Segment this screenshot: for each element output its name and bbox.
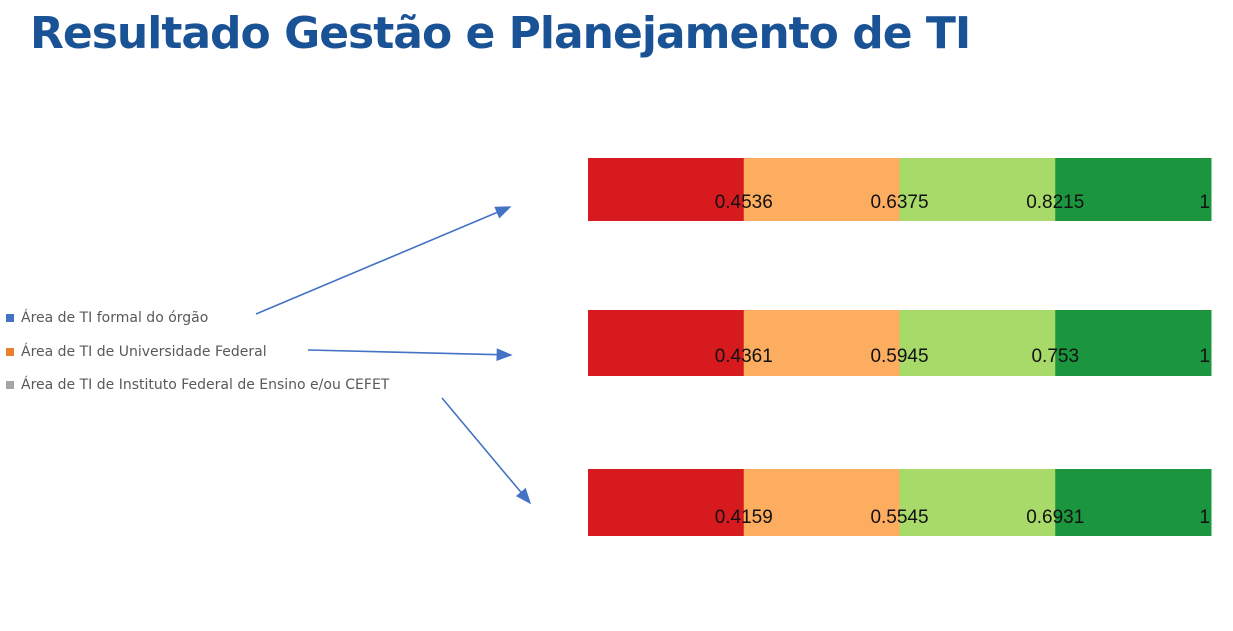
bar-3-threshold-label: 1	[1199, 507, 1210, 528]
bar-1-threshold-label: 0.6375	[870, 192, 928, 213]
bar-2-segment-4	[1055, 310, 1212, 376]
legend-label: Área de TI de Universidade Federal	[21, 344, 267, 360]
bar-1-threshold-label: 0.8215	[1026, 192, 1084, 213]
arrow-orgao	[255, 206, 512, 315]
bar-3-threshold-label: 0.6931	[1026, 507, 1084, 528]
legend-label: Área de TI formal do órgão	[21, 310, 209, 326]
bar-2-threshold-label: 0.4361	[715, 346, 773, 367]
bar-2-threshold-label: 0.5945	[870, 346, 928, 367]
arrow-universidade	[307, 348, 513, 362]
bar-2-segment-1	[588, 310, 745, 376]
bar-3-segment-3	[899, 469, 1056, 536]
legend-item-orgao: Área de TI formal do órgão	[6, 310, 208, 326]
bar-3-segment-1	[588, 469, 745, 536]
page-title: Resultado Gestão e Planejamento de TI	[30, 8, 971, 59]
legend-item-universidade: Área de TI de Universidade Federal	[6, 344, 267, 360]
bar-2-segment-3	[899, 310, 1056, 376]
bar-1-segment-4	[1055, 158, 1212, 221]
bar-1-segment-2	[743, 158, 900, 221]
bar-3-threshold-label: 0.4159	[715, 507, 773, 528]
legend-swatch	[6, 314, 14, 322]
bar-3-threshold-label: 0.5545	[870, 507, 928, 528]
arrow-instituto	[441, 397, 532, 505]
legend-swatch	[6, 348, 14, 356]
bar-3-segment-4	[1055, 469, 1212, 536]
bar-1-threshold-label: 0.4536	[715, 192, 773, 213]
bar-3-segment-2	[743, 469, 900, 536]
bar-1-threshold-label: 1	[1199, 192, 1210, 213]
bar-2-segment-2	[743, 310, 900, 376]
bar-2-threshold-label: 0.753	[1031, 346, 1079, 367]
bar-1-segment-1	[588, 158, 745, 221]
bar-1-segment-3	[899, 158, 1056, 221]
legend-item-instituto: Área de TI de Instituto Federal de Ensin…	[6, 377, 389, 393]
legend-swatch	[6, 381, 14, 389]
legend-label: Área de TI de Instituto Federal de Ensin…	[21, 377, 390, 393]
bar-2-threshold-label: 1	[1199, 346, 1210, 367]
